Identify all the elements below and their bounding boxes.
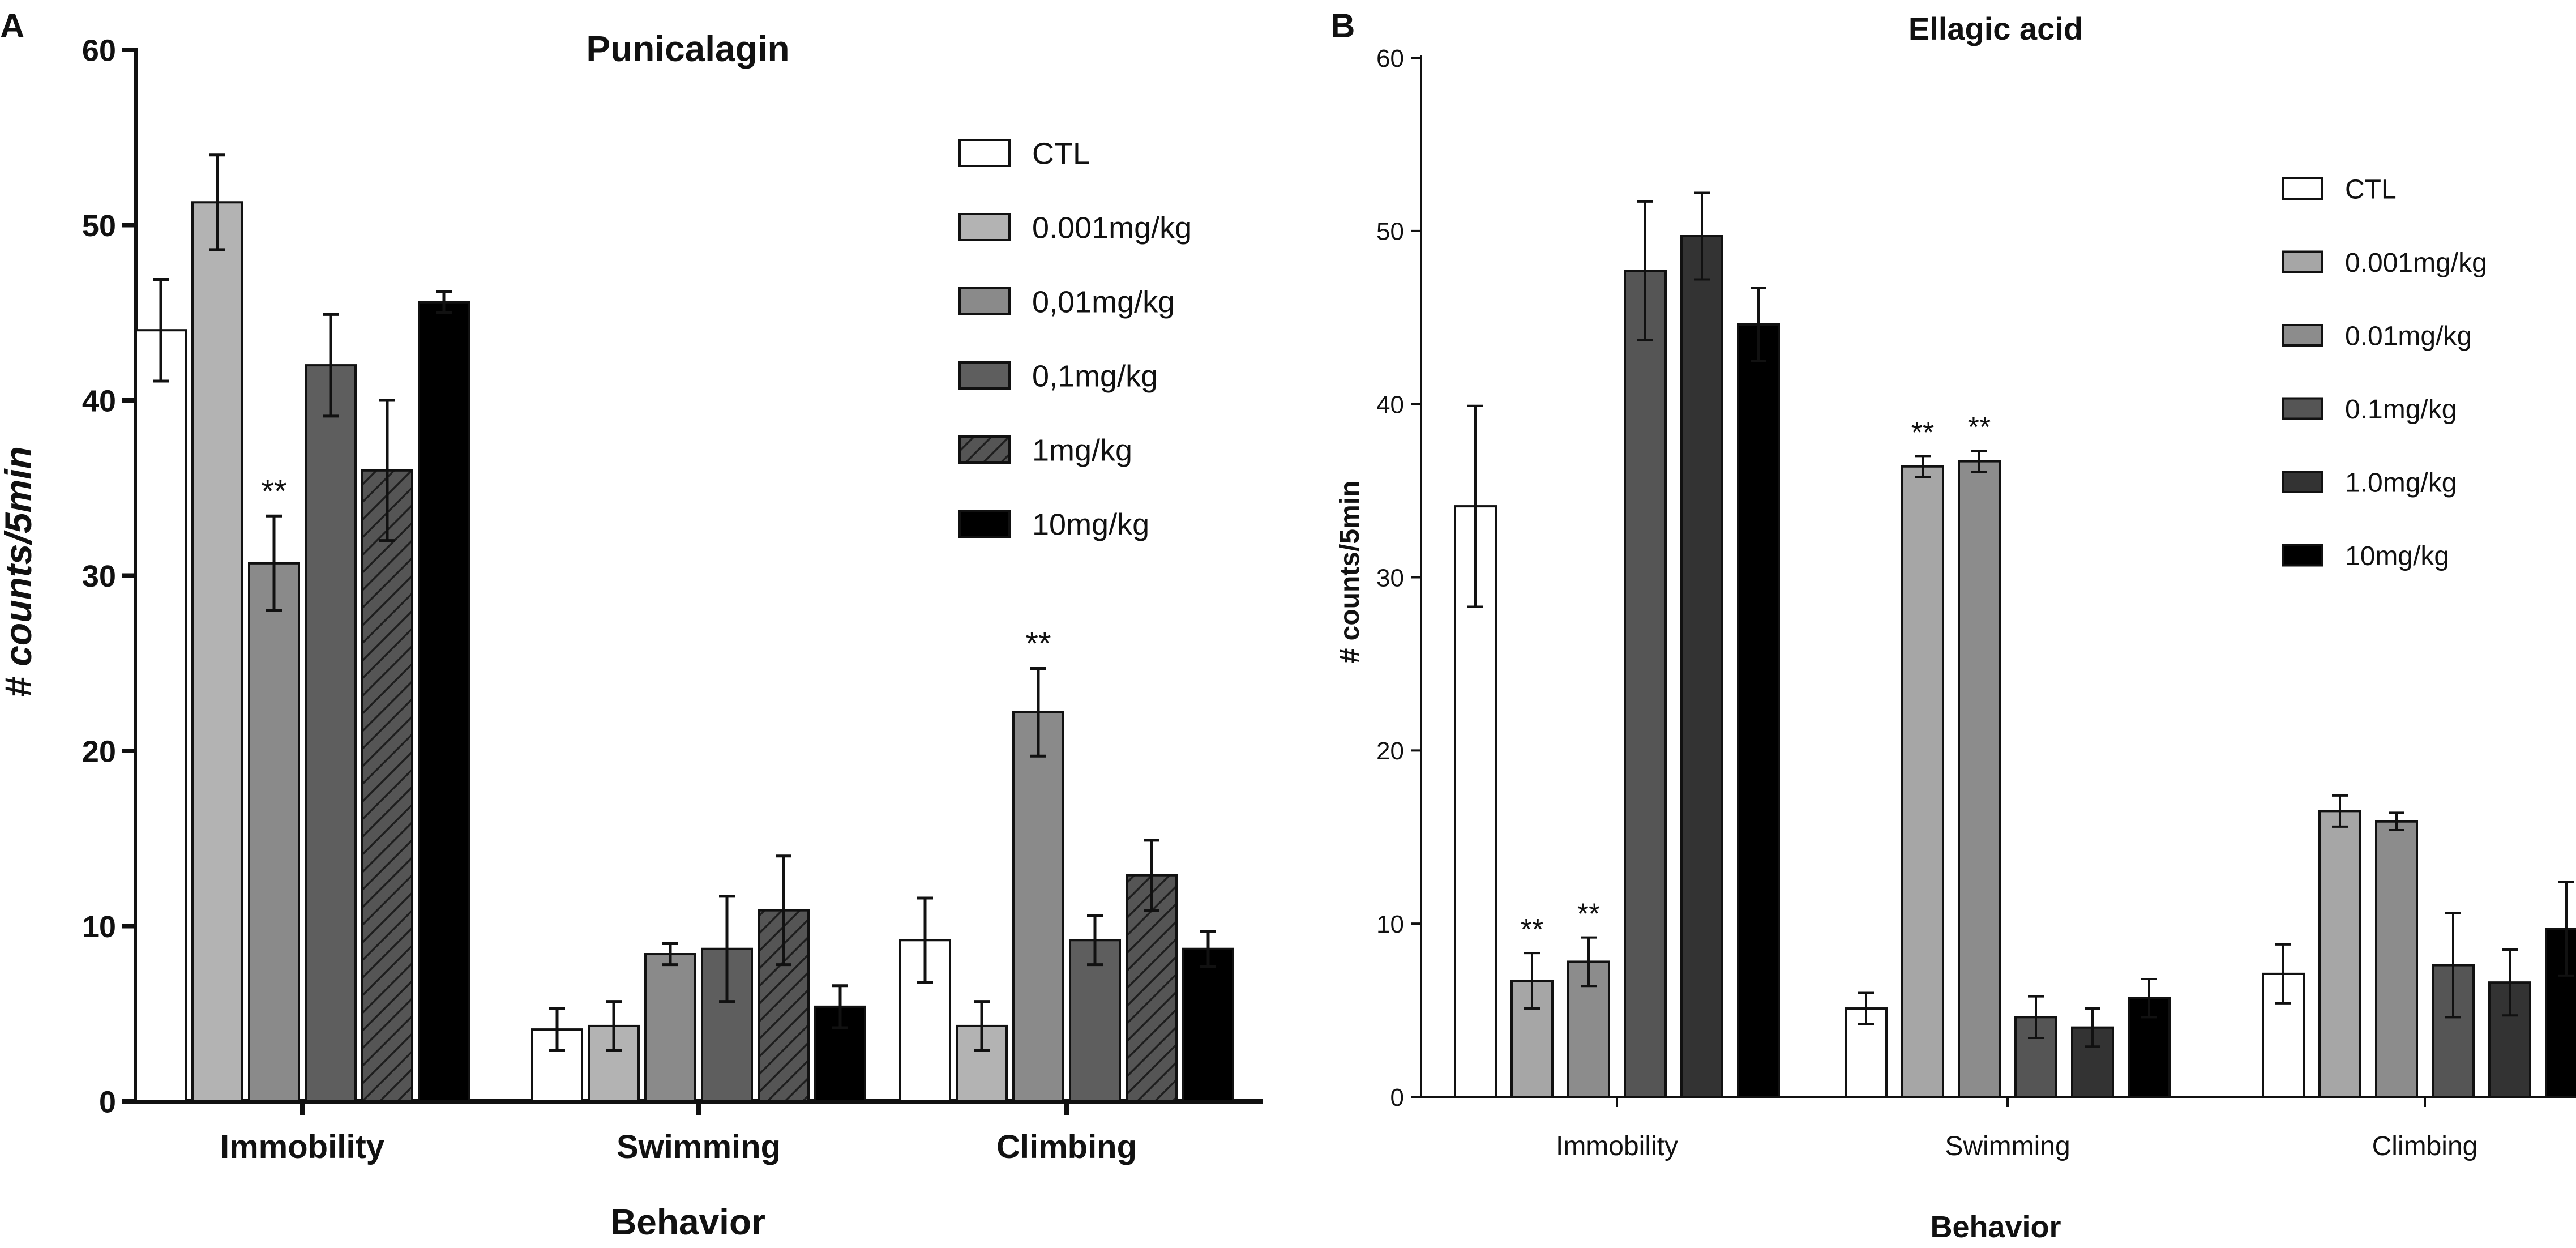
legend-label-0-01mg-kg: 0.01mg/kg bbox=[2345, 321, 2472, 351]
legend-label-0-001mg-kg: 0.001mg/kg bbox=[2345, 248, 2487, 278]
bar-immobility-ctl bbox=[135, 329, 187, 1103]
legend-swatch-1-0mg-kg bbox=[2282, 471, 2323, 493]
significance-marker: ** bbox=[1521, 913, 1543, 946]
x-tick-label-immobility: Immobility bbox=[1556, 1131, 1678, 1161]
x-axis-label: Behavior bbox=[610, 1202, 765, 1242]
bar-immobility-1mg-kg bbox=[361, 469, 413, 1102]
y-tick-label: 40 bbox=[1376, 391, 1404, 419]
bar-immobility-0-01mg-kg bbox=[248, 562, 300, 1102]
bar-swimming-0-01mg-kg bbox=[1958, 460, 2001, 1098]
legend-swatch-0-1mg-kg bbox=[2282, 397, 2323, 420]
y-tick-label: 40 bbox=[82, 384, 116, 418]
legend-swatch-10mg-kg bbox=[958, 510, 1011, 538]
bar-climbing-0-01mg-kg bbox=[2375, 820, 2418, 1098]
legend-label-ctl: CTL bbox=[2345, 174, 2397, 204]
y-axis-label: # counts/5min bbox=[1335, 481, 1365, 664]
bar-climbing-10mg-kg bbox=[1182, 947, 1234, 1102]
y-tick-label: 20 bbox=[1376, 737, 1404, 765]
bar-immobility-10mg-kg bbox=[418, 301, 470, 1102]
legend-label-0-001mg-kg: 0.001mg/kg bbox=[1032, 211, 1192, 245]
chart-punicalagin: Punicalagin 0 10 20 30 40 50 60 # counts/5min Beh… bbox=[0, 28, 1263, 1242]
chart-ellagic-acid: Ellagic acid 0 10 20 30 40 50 60 # counts/5min Be… bbox=[1335, 11, 2576, 1244]
chart-title: Punicalagin bbox=[586, 28, 789, 69]
legend-swatch-0-001mg-kg bbox=[958, 213, 1011, 241]
y-tick-label: 10 bbox=[82, 910, 116, 944]
significance-marker: ** bbox=[261, 473, 286, 510]
y-tick-label: 30 bbox=[82, 559, 116, 593]
significance-marker: ** bbox=[1577, 898, 1600, 931]
legend-label-0-1mg-kg: 0.1mg/kg bbox=[2345, 395, 2457, 425]
legend-label-10mg-kg: 10mg/kg bbox=[2345, 541, 2449, 571]
y-tick-label: 30 bbox=[1376, 564, 1404, 592]
bar-climbing-10mg-kg bbox=[2545, 928, 2576, 1098]
legend-label-10mg-kg: 10mg/kg bbox=[1032, 507, 1149, 541]
bar-swimming-0-01mg-kg bbox=[644, 953, 696, 1103]
legend-label-0-01mg-kg: 0,01mg/kg bbox=[1032, 285, 1175, 319]
chart-title: Ellagic acid bbox=[1909, 11, 2083, 46]
y-tick-label: 60 bbox=[1376, 45, 1404, 72]
bar-immobility-10mg-kg bbox=[1737, 323, 1780, 1099]
legend-label-ctl: CTL bbox=[1032, 136, 1090, 170]
legend-swatch-0-1mg-kg bbox=[958, 361, 1011, 390]
legend-swatch-1mg-kg bbox=[958, 435, 1011, 464]
bar-climbing-0-001mg-kg bbox=[2318, 810, 2361, 1098]
y-tick-label: 0 bbox=[1390, 1084, 1404, 1112]
y-tick-label: 10 bbox=[1376, 911, 1404, 938]
y-tick-label: 50 bbox=[1376, 218, 1404, 246]
x-tick-label-climbing: Climbing bbox=[2372, 1131, 2478, 1161]
x-axis-label: Behavior bbox=[1930, 1210, 2061, 1244]
bar-swimming-1mg-kg bbox=[758, 909, 810, 1103]
bar-swimming-0-001mg-kg bbox=[1901, 465, 1944, 1098]
legend-label-0-1mg-kg: 0,1mg/kg bbox=[1032, 359, 1158, 393]
legend-swatch-10mg-kg bbox=[2282, 544, 2323, 567]
x-tick-label-immobility: Immobility bbox=[220, 1129, 384, 1165]
panel-label-a: A bbox=[0, 7, 24, 45]
bar-climbing-0-01mg-kg bbox=[1012, 711, 1064, 1103]
bar-immobility-0-1mg-kg bbox=[305, 364, 357, 1102]
legend-label-1-0mg-kg: 1.0mg/kg bbox=[2345, 468, 2457, 498]
y-tick-label: 20 bbox=[82, 734, 116, 768]
bar-climbing-1mg-kg bbox=[1126, 874, 1178, 1102]
bar-climbing-0-1mg-kg bbox=[1069, 939, 1121, 1102]
x-tick-label-swimming: Swimming bbox=[1945, 1131, 2070, 1161]
y-tick-label: 0 bbox=[99, 1085, 116, 1119]
significance-marker: ** bbox=[1025, 626, 1051, 663]
panel-label-b: B bbox=[1330, 7, 1355, 45]
y-tick-label: 60 bbox=[82, 33, 116, 67]
legend-swatch-0-001mg-kg bbox=[2282, 250, 2323, 273]
bar-immobility-0-1mg-kg bbox=[1624, 270, 1667, 1098]
bar-immobility-1-0mg-kg bbox=[1680, 235, 1723, 1099]
x-tick-label-swimming: Swimming bbox=[617, 1129, 781, 1165]
significance-marker: ** bbox=[1968, 411, 1991, 444]
x-tick-label-climbing: Climbing bbox=[996, 1129, 1137, 1165]
legend-swatch-ctl bbox=[2282, 177, 2323, 200]
legend-swatch-0-01mg-kg bbox=[2282, 324, 2323, 347]
bar-immobility-0-001mg-kg bbox=[191, 201, 243, 1102]
legend-label-1mg-kg: 1mg/kg bbox=[1032, 433, 1132, 467]
y-axis-label: # counts/5min bbox=[0, 446, 39, 698]
significance-marker: ** bbox=[1911, 416, 1934, 449]
y-tick-label: 50 bbox=[82, 209, 116, 243]
legend-swatch-ctl bbox=[958, 139, 1011, 167]
legend-swatch-0-01mg-kg bbox=[958, 287, 1011, 315]
